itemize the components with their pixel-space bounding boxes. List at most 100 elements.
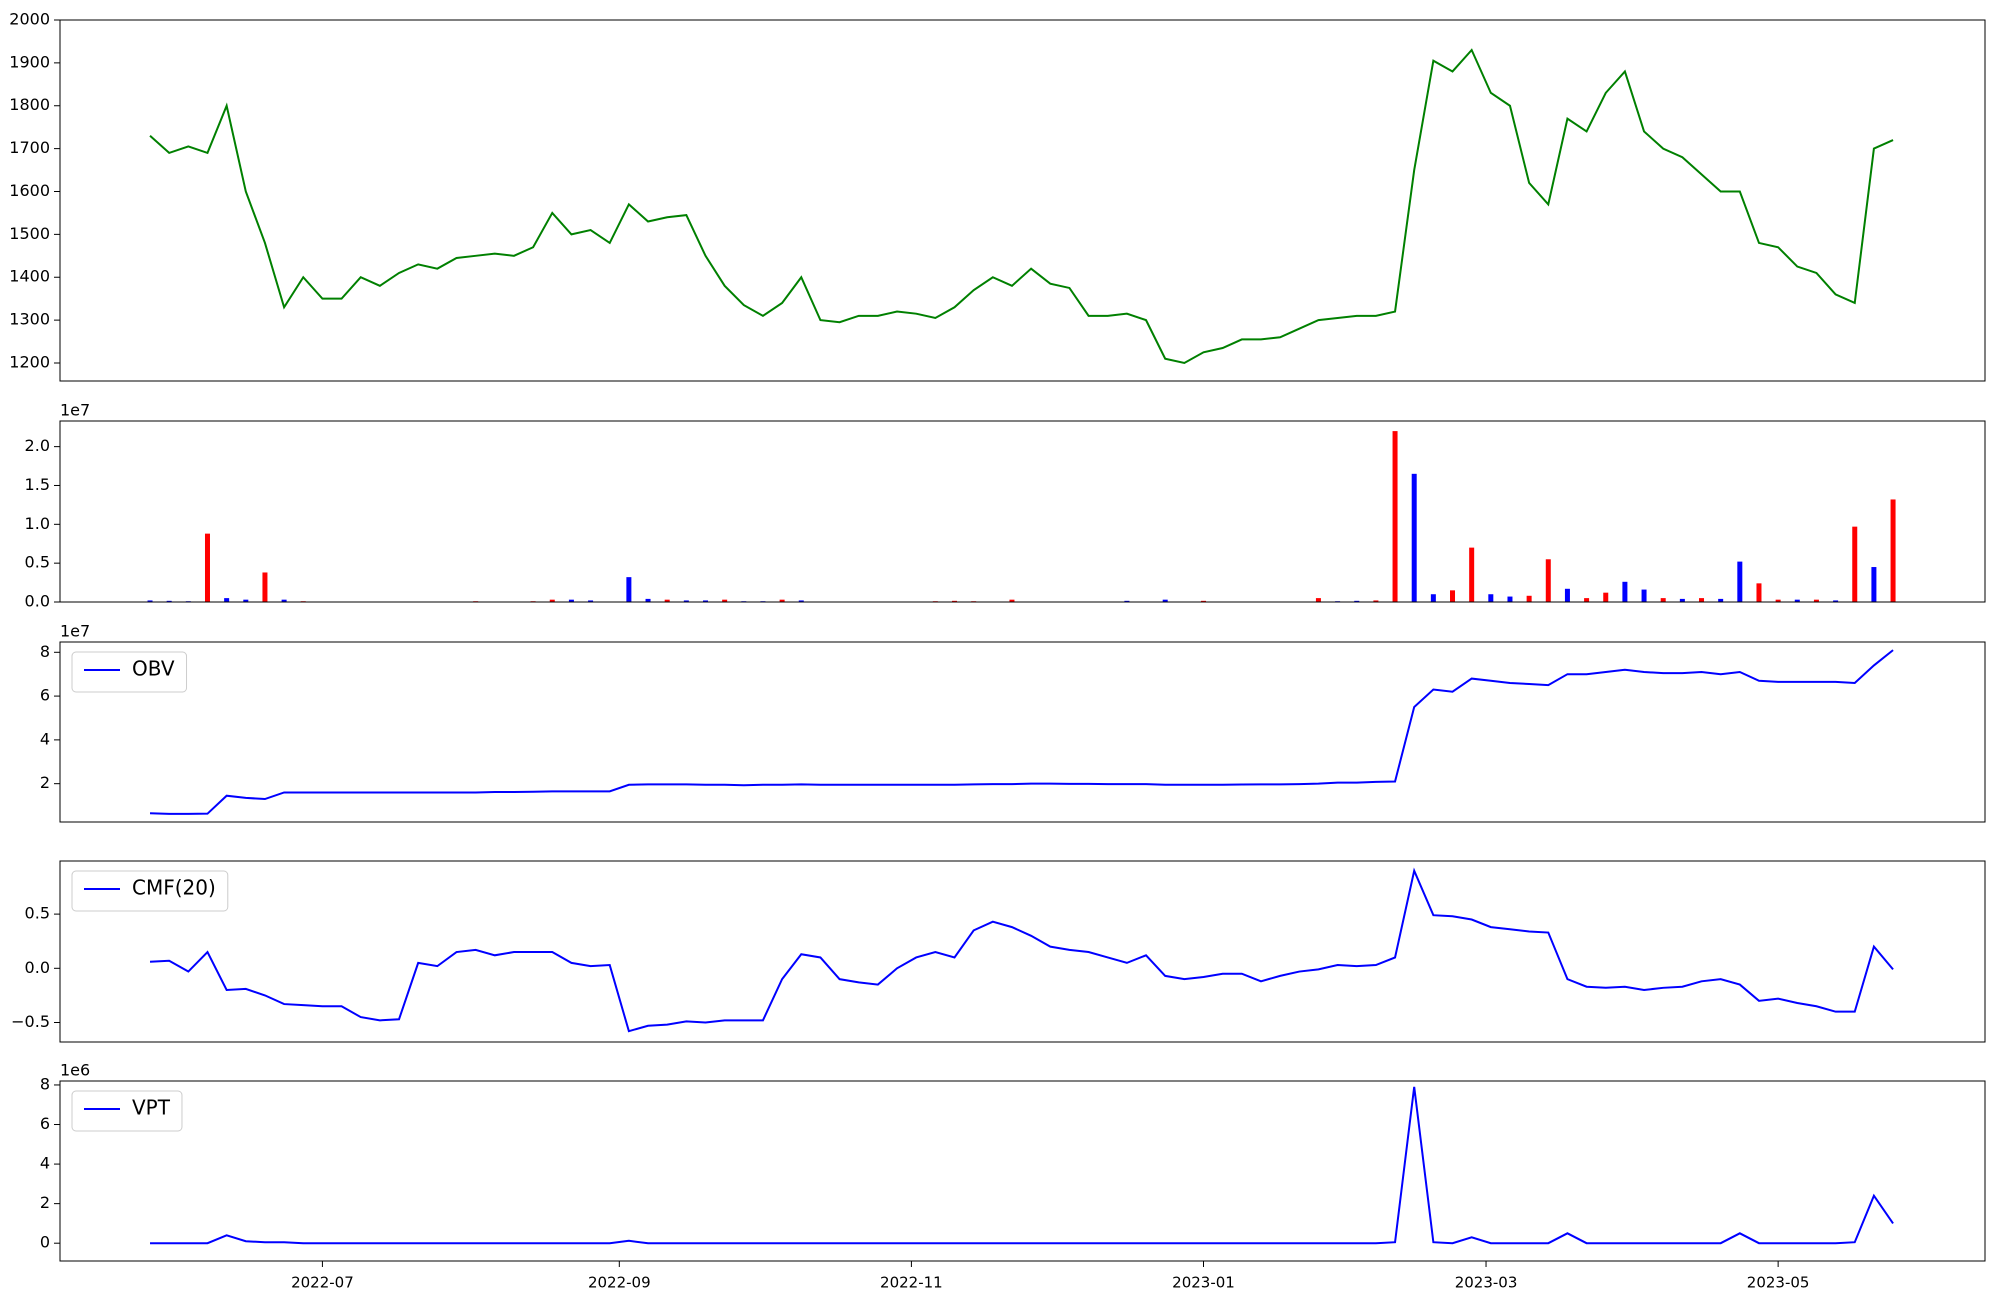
plot-frame bbox=[59, 641, 1986, 823]
x-tick-label: 2022-11 bbox=[880, 1274, 943, 1292]
bar bbox=[1315, 598, 1321, 602]
bar bbox=[549, 599, 555, 602]
plot-frame bbox=[59, 19, 1986, 382]
legend-box bbox=[71, 1090, 183, 1132]
x-tick-label: 2023-01 bbox=[1172, 1274, 1235, 1292]
y-tick-label: 8 bbox=[40, 1074, 50, 1093]
bar bbox=[1450, 590, 1456, 602]
line bbox=[150, 1086, 1894, 1245]
y-tick-label: 1400 bbox=[9, 267, 50, 286]
legend-box bbox=[71, 870, 229, 912]
x-tick-label: 2023-03 bbox=[1455, 1274, 1518, 1292]
bar bbox=[645, 598, 651, 602]
bar bbox=[1660, 598, 1666, 602]
bar bbox=[1411, 473, 1417, 602]
offset-text: 1e6 bbox=[60, 1061, 90, 1080]
bar bbox=[1871, 567, 1877, 602]
x-tick-label: 2022-07 bbox=[291, 1274, 354, 1292]
bar bbox=[1354, 600, 1360, 602]
bar bbox=[702, 600, 708, 602]
bar bbox=[224, 598, 230, 602]
y-tick-label: 2 bbox=[40, 773, 50, 792]
y-tick-label: 0.5 bbox=[25, 904, 50, 923]
bar bbox=[779, 599, 785, 602]
bar bbox=[1679, 598, 1685, 602]
bar bbox=[1009, 599, 1015, 602]
offset-text: 1e7 bbox=[60, 622, 90, 641]
bar bbox=[626, 577, 632, 602]
plot-frame bbox=[59, 860, 1986, 1043]
legend-label: OBV bbox=[132, 657, 175, 681]
legend-box bbox=[71, 651, 188, 693]
bar bbox=[1737, 561, 1743, 602]
y-tick-label: 2000 bbox=[9, 10, 50, 29]
bar bbox=[204, 533, 210, 602]
bar bbox=[1603, 592, 1609, 602]
bar bbox=[1564, 588, 1570, 602]
plot-area bbox=[60, 1081, 1985, 1261]
bar bbox=[1833, 600, 1839, 602]
bar bbox=[1201, 600, 1207, 602]
bar bbox=[722, 599, 728, 602]
bar bbox=[243, 599, 249, 602]
bar bbox=[1584, 598, 1590, 602]
bar bbox=[1124, 600, 1130, 602]
legend-label: CMF(20) bbox=[132, 876, 216, 900]
bar bbox=[952, 600, 958, 602]
bar bbox=[1852, 526, 1858, 602]
y-tick-label: 4 bbox=[40, 729, 50, 748]
line bbox=[149, 867, 1894, 1033]
y-tick-label: 0 bbox=[40, 1233, 50, 1252]
bar bbox=[262, 572, 268, 602]
bar bbox=[1488, 594, 1494, 602]
y-tick-label: −0.5 bbox=[11, 1012, 50, 1031]
y-tick-label: 0.0 bbox=[25, 958, 50, 977]
plot-area bbox=[60, 421, 1985, 602]
bar bbox=[1699, 598, 1705, 602]
plot-area bbox=[60, 642, 1985, 822]
bar bbox=[1430, 594, 1436, 602]
line bbox=[149, 48, 1894, 365]
bar bbox=[1373, 600, 1379, 602]
y-tick-label: 2 bbox=[40, 1193, 50, 1212]
bar bbox=[1162, 599, 1168, 602]
y-tick-label: 4 bbox=[40, 1154, 50, 1173]
bar bbox=[1641, 589, 1647, 602]
y-tick-label: 1600 bbox=[9, 181, 50, 200]
bar bbox=[1526, 595, 1532, 602]
bar bbox=[1469, 547, 1475, 602]
plot-area bbox=[60, 20, 1985, 381]
bar bbox=[683, 600, 689, 602]
y-tick-label: 8 bbox=[40, 642, 50, 661]
bar bbox=[147, 600, 153, 602]
bar bbox=[1890, 499, 1896, 602]
plot-area bbox=[60, 861, 1985, 1042]
y-tick-label: 1.5 bbox=[25, 475, 50, 494]
bar bbox=[166, 600, 172, 602]
y-tick-label: 6 bbox=[40, 686, 50, 705]
bar bbox=[1775, 599, 1781, 602]
y-tick-label: 2.0 bbox=[25, 436, 50, 455]
bar bbox=[798, 600, 804, 602]
bar bbox=[1718, 598, 1724, 602]
y-tick-label: 0.5 bbox=[25, 553, 50, 572]
y-tick-label: 1800 bbox=[9, 95, 50, 114]
y-tick-label: 1200 bbox=[9, 352, 50, 371]
y-tick-label: 1.0 bbox=[25, 514, 50, 533]
bar bbox=[664, 599, 670, 602]
legend-label: VPT bbox=[132, 1096, 171, 1120]
bar bbox=[1392, 431, 1398, 602]
bar bbox=[588, 600, 594, 602]
bar bbox=[1756, 583, 1762, 602]
plot-frame bbox=[59, 420, 1986, 603]
bar bbox=[1545, 559, 1551, 602]
y-tick-label: 1700 bbox=[9, 138, 50, 157]
offset-text: 1e7 bbox=[60, 401, 90, 420]
line bbox=[149, 649, 1894, 815]
y-tick-label: 6 bbox=[40, 1114, 50, 1133]
bar bbox=[1622, 581, 1628, 602]
y-tick-label: 1300 bbox=[9, 310, 50, 329]
plot-frame bbox=[59, 1080, 1986, 1262]
bar bbox=[1794, 599, 1800, 602]
